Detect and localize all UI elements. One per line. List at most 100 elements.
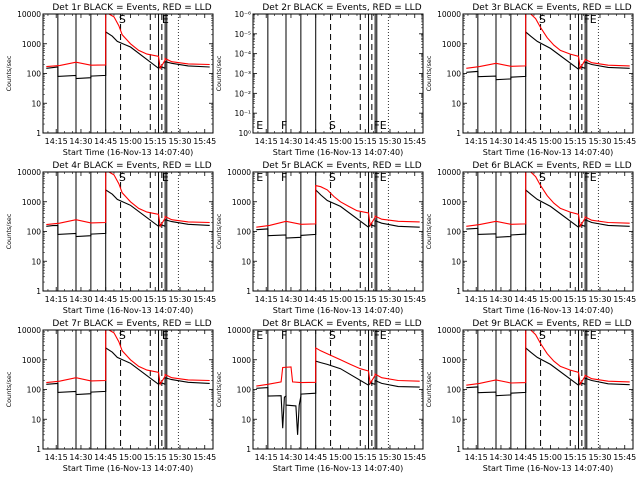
panel-det-4: Det 4r BLACK = Events, RED = LLD Counts/s…: [5, 161, 216, 315]
y-axis-label: Counts/sec: [425, 55, 433, 91]
panel-det-6: Det 6r BLACK = Events, RED = LLD Counts/s…: [425, 161, 636, 315]
y-tick-label: 10⁻¹: [234, 109, 251, 118]
y-tick-label: 1: [456, 287, 461, 296]
annotation-label: E: [256, 329, 263, 342]
x-tick-label: 14:30: [489, 295, 512, 304]
x-axis-label: Start Time (16-Nov-13 14:07:40): [273, 306, 403, 315]
y-tick-label: 10⁻⁴: [234, 50, 251, 59]
annotation-label: F: [281, 119, 287, 132]
x-tick-label: 15:30: [588, 453, 611, 462]
y-tick-label: 100: [447, 70, 462, 79]
plot-frame: [252, 329, 424, 450]
annotation-label: E: [256, 171, 263, 184]
x-tick-label: 14:15: [465, 137, 488, 146]
x-tick-label: 15:45: [403, 137, 426, 146]
x-tick-label: 15:15: [564, 453, 587, 462]
panel-title: Det 8r BLACK = Events, RED = LLD: [262, 319, 421, 329]
y-axis-label: Counts/sec: [425, 213, 433, 249]
y-tick-label: 1: [36, 287, 41, 296]
y-tick-label: 100: [447, 386, 462, 395]
panel-det-8: Det 8r BLACK = Events, RED = LLD Counts/s…: [215, 319, 426, 473]
x-axis-label: Start Time (16-Nov-13 14:07:40): [273, 148, 403, 157]
y-tick-label: 1000: [442, 40, 461, 49]
y-tick-label: 10⁰: [238, 129, 251, 138]
y-tick-label: 10: [451, 257, 461, 266]
y-tick-label: 10000: [437, 10, 461, 19]
panel-title: Det 2r BLACK = Events, RED = LLD: [262, 3, 421, 13]
plot-frame: [462, 329, 634, 450]
plot-area: E F S FE: [256, 14, 389, 133]
y-tick-label: 10000: [17, 10, 41, 19]
x-axis-label: Start Time (16-Nov-13 14:07:40): [483, 464, 613, 473]
panel-det-5: Det 5r BLACK = Events, RED = LLD Counts/s…: [215, 161, 426, 315]
plot-area: S FE: [466, 329, 630, 449]
y-tick-label: 100: [27, 70, 42, 79]
panel-title: Det 9r BLACK = Events, RED = LLD: [472, 319, 631, 329]
x-tick-label: 15:00: [329, 295, 352, 304]
x-tick-label: 15:00: [329, 137, 352, 146]
y-tick-label: 1000: [442, 198, 461, 207]
x-tick-label: 15:00: [329, 453, 352, 462]
y-tick-label: 1: [246, 445, 251, 454]
x-tick-label: 14:15: [255, 295, 278, 304]
annotation-label: S: [329, 171, 336, 184]
x-tick-label: 14:30: [69, 295, 92, 304]
plot-area: S FE: [466, 13, 630, 133]
plot-area: E F S FE: [256, 171, 420, 291]
x-tick-label: 14:30: [279, 295, 302, 304]
x-tick-label: 14:45: [304, 453, 327, 462]
x-tick-label: 14:30: [489, 453, 512, 462]
y-axis-label: Counts/sec: [5, 213, 13, 249]
panel-title: Det 1r BLACK = Events, RED = LLD: [52, 3, 211, 13]
panel-det-1: Det 1r BLACK = Events, RED = LLD Counts/s…: [5, 3, 216, 157]
x-tick-label: 15:45: [403, 295, 426, 304]
y-tick-label: 1000: [232, 356, 251, 365]
x-tick-label: 15:15: [144, 453, 167, 462]
x-tick-label: 15:15: [564, 295, 587, 304]
x-tick-label: 15:45: [403, 453, 426, 462]
x-tick-label: 15:00: [539, 453, 562, 462]
x-tick-label: 14:45: [94, 453, 117, 462]
annotation-label: S: [539, 329, 546, 342]
x-tick-label: 14:45: [514, 453, 537, 462]
panel-title: Det 5r BLACK = Events, RED = LLD: [262, 161, 421, 171]
series-events: [256, 360, 420, 435]
annotation-label: FE: [373, 119, 386, 132]
x-tick-label: 15:45: [193, 137, 216, 146]
x-tick-label: 14:45: [94, 137, 117, 146]
series-events: [46, 346, 210, 396]
plot-frame: [42, 13, 214, 134]
x-tick-label: 14:15: [255, 453, 278, 462]
y-axis-label: Counts/sec: [5, 371, 13, 407]
y-tick-label: 1: [246, 287, 251, 296]
y-axis-label: Counts/sec: [425, 371, 433, 407]
x-tick-label: 15:00: [539, 295, 562, 304]
y-tick-label: 10000: [227, 168, 251, 177]
x-tick-label: 15:00: [119, 295, 142, 304]
x-axis-label: Start Time (16-Nov-13 14:07:40): [483, 306, 613, 315]
y-tick-label: 100: [237, 386, 252, 395]
x-axis-label: Start Time (16-Nov-13 14:07:40): [63, 306, 193, 315]
x-tick-label: 14:45: [94, 295, 117, 304]
x-axis-label: Start Time (16-Nov-13 14:07:40): [63, 464, 193, 473]
series-lld: [256, 184, 420, 228]
x-tick-label: 15:00: [539, 137, 562, 146]
x-tick-label: 15:45: [613, 295, 636, 304]
panel-det-7: Det 7r BLACK = Events, RED = LLD Counts/s…: [5, 319, 216, 473]
x-tick-label: 14:45: [514, 137, 537, 146]
x-axis-label: Start Time (16-Nov-13 14:07:40): [483, 148, 613, 157]
y-tick-label: 10000: [17, 326, 41, 335]
series-lld: [466, 172, 630, 228]
plot-frame: [42, 171, 214, 292]
x-tick-label: 15:30: [378, 137, 401, 146]
annotation-label: S: [329, 119, 336, 132]
x-tick-label: 14:15: [45, 137, 68, 146]
x-axis-label: Start Time (16-Nov-13 14:07:40): [63, 148, 193, 157]
x-tick-label: 14:45: [304, 137, 327, 146]
annotation-label: S: [539, 13, 546, 26]
y-tick-label: 1000: [22, 40, 41, 49]
series-events: [46, 30, 210, 80]
x-tick-label: 15:30: [168, 453, 191, 462]
panel-det-9: Det 9r BLACK = Events, RED = LLD Counts/s…: [425, 319, 636, 473]
